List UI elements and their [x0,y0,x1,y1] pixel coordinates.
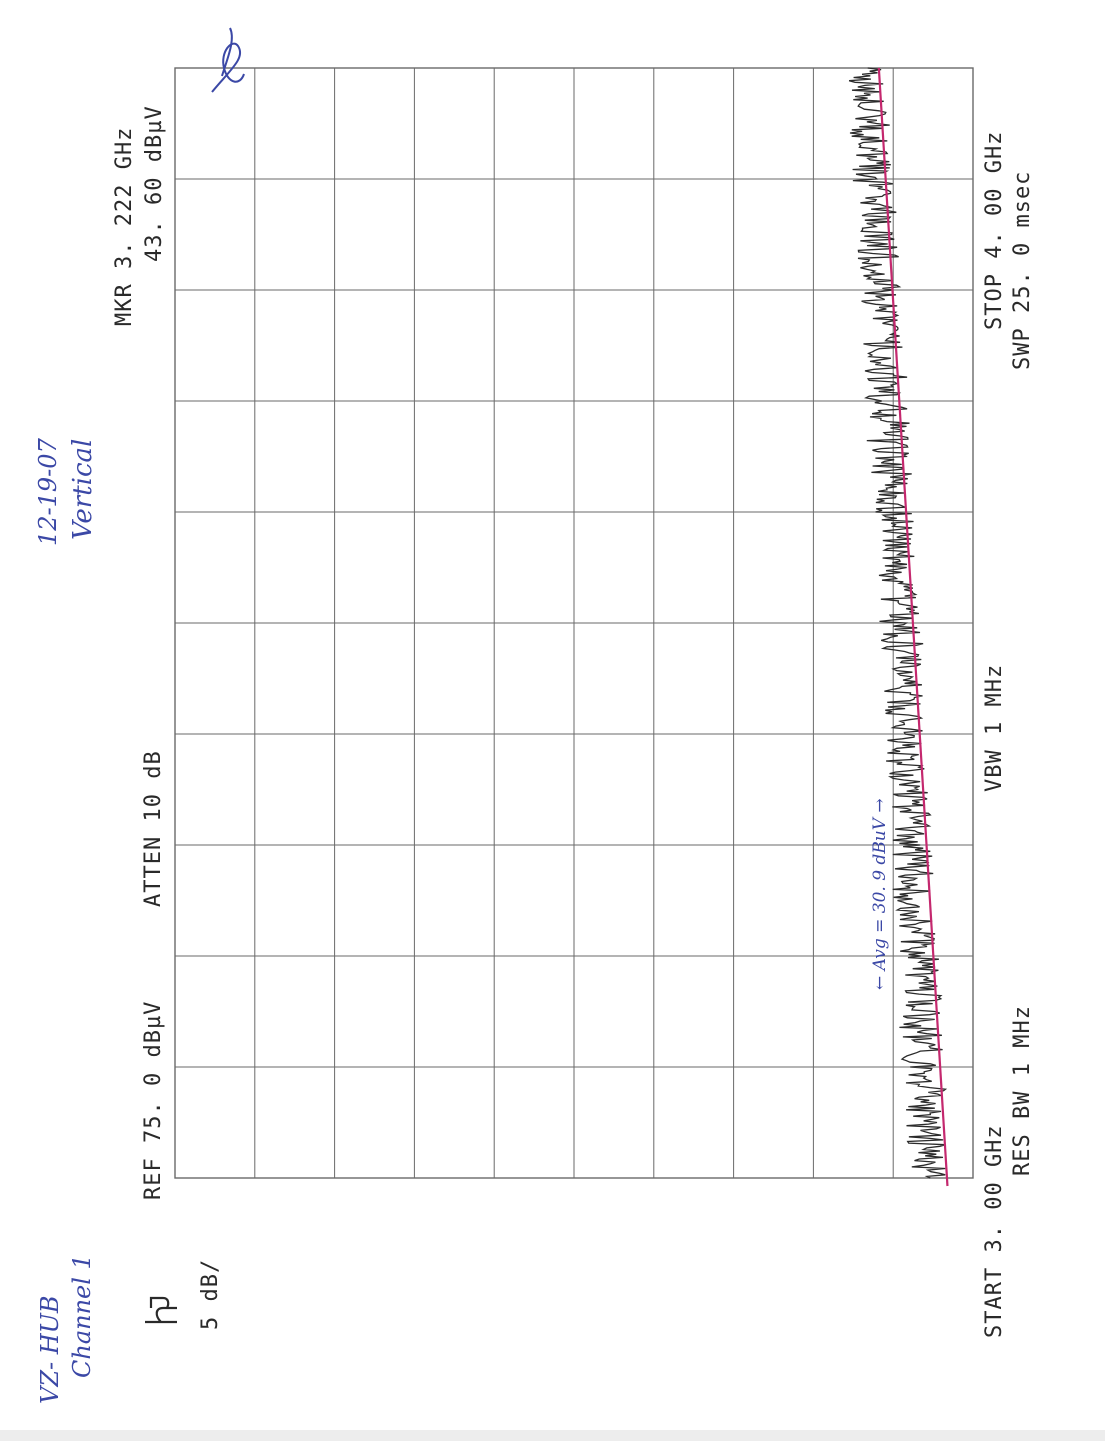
start-frequency-label: START 3. 00 GHz [982,1124,1007,1338]
sweep-time-label: SWP 25. 0 msec [1010,170,1035,370]
polarization-note: Vertical [68,438,98,540]
marker-frequency-label: MKR 3. 222 GHz [112,126,137,326]
date-note: 12-19-07 [34,438,62,546]
res-bw-label: RES BW 1 MHz [1010,1005,1035,1176]
scale-label: 5 dB/ [198,1258,223,1330]
stop-frequency-label: STOP 4. 00 GHz [982,130,1007,330]
attenuation-label: ATTEN 10 dB [141,750,166,907]
channel-note: Channel 1 [68,1254,96,1378]
limit-line [877,67,949,1187]
grid [175,68,973,1178]
average-note: ← Avg = 30. 9 dBuV → [870,798,890,990]
scan-edge [0,1430,1105,1441]
hp-logo-icon [145,1296,177,1324]
spectrum-trace [848,67,948,1179]
marker-level-label: 43. 60 dBµV [142,105,167,262]
device-note: VZ- HUB [36,1295,64,1404]
initials-mark [211,27,245,93]
vbw-label: VBW 1 MHz [982,663,1007,792]
ref-level-label: REF 75. 0 dBµV [141,1000,166,1200]
chart-marks [848,67,949,1187]
